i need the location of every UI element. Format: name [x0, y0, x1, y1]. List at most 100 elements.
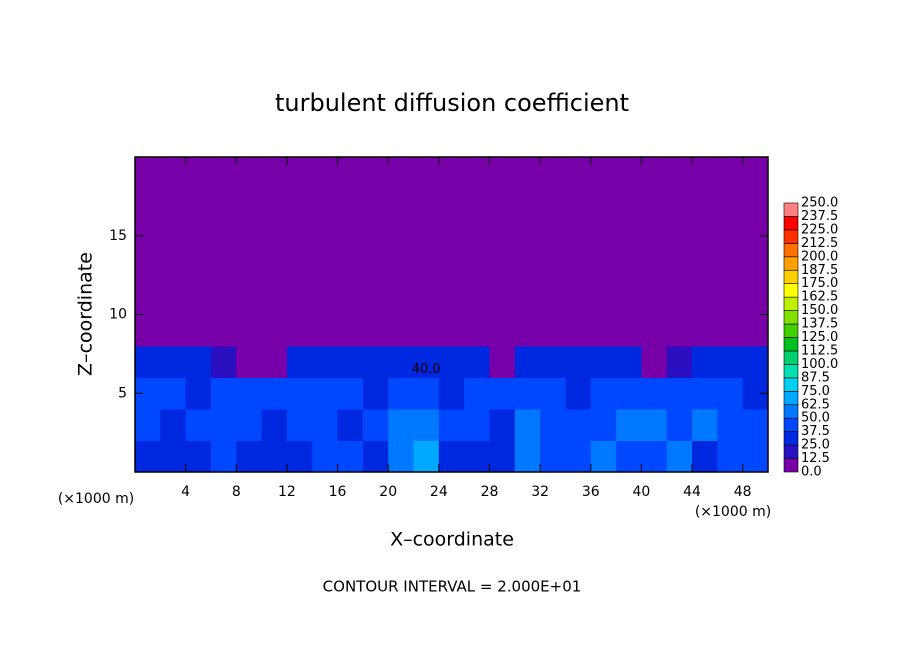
field-cell	[236, 220, 263, 252]
field-cell	[236, 440, 263, 473]
field-cell	[135, 314, 161, 347]
field-cell	[185, 188, 212, 221]
field-cell	[210, 157, 237, 189]
field-cell	[388, 157, 415, 189]
field-cell	[312, 440, 339, 473]
colorbar-band	[783, 243, 799, 258]
field-cell	[540, 283, 566, 315]
field-cell	[540, 409, 566, 441]
field-cell	[337, 314, 364, 347]
field-cell	[616, 346, 642, 378]
field-cell	[388, 377, 415, 410]
y-tick-label: 10	[109, 307, 127, 323]
field-cell	[717, 346, 744, 378]
field-cell	[641, 283, 668, 315]
field-cell	[160, 314, 187, 347]
field-cell	[185, 220, 212, 252]
field-cell	[438, 283, 465, 315]
field-cell	[464, 188, 490, 221]
field-cell	[616, 377, 642, 410]
colorbar-label: 50.0	[801, 411, 830, 426]
field-cell	[312, 251, 339, 284]
colorbar-label: 237.5	[801, 209, 838, 224]
field-cell	[717, 440, 744, 473]
field-cell	[312, 409, 339, 441]
field-cell	[717, 157, 744, 189]
field-cell	[337, 157, 364, 189]
field-cell	[641, 157, 668, 189]
field-cell	[362, 188, 389, 221]
colorbar-label: 75.0	[801, 384, 830, 399]
colorbar-label: 175.0	[801, 276, 838, 291]
field-cell	[210, 251, 237, 284]
y-axis-label: Z–coordinate	[75, 252, 97, 376]
field-cell	[312, 283, 339, 315]
field-cell	[362, 283, 389, 315]
chart-title: turbulent diffusion coefficient	[275, 89, 629, 117]
field-cell	[337, 188, 364, 221]
colorbar-band	[783, 417, 799, 432]
field-cell	[135, 283, 161, 315]
field-cell	[413, 314, 440, 347]
field-cell	[236, 251, 263, 284]
x-axis-label: X–coordinate	[390, 529, 514, 551]
colorbar-band	[783, 269, 799, 284]
field-cell	[489, 346, 516, 378]
x-tick-label: 24	[430, 484, 448, 500]
field-cell	[565, 377, 592, 410]
field-cell	[565, 283, 592, 315]
field-cell	[540, 377, 566, 410]
field-cell	[413, 283, 440, 315]
field-cell	[616, 409, 642, 441]
field-cell	[464, 157, 490, 189]
field-cell	[362, 251, 389, 284]
field-cell	[616, 283, 642, 315]
field-cell	[489, 188, 516, 221]
field-cell	[210, 220, 237, 252]
field-cell	[464, 377, 490, 410]
field-cell	[236, 314, 263, 347]
field-cell	[362, 409, 389, 441]
field-cell	[464, 409, 490, 441]
field-cell	[413, 251, 440, 284]
x-tick-label: 48	[734, 484, 752, 500]
field-cell	[286, 377, 313, 410]
field-cell	[514, 346, 541, 378]
field-cell	[286, 409, 313, 441]
field-cell	[388, 409, 415, 441]
field-cell	[489, 283, 516, 315]
field-cell	[742, 346, 769, 378]
field-cell	[565, 220, 592, 252]
colorbar-label: 250.0	[801, 196, 838, 211]
field-cell	[641, 251, 668, 284]
x-tick-label: 16	[329, 484, 347, 500]
field-cell	[185, 157, 212, 189]
field-cell	[438, 188, 465, 221]
field-cell	[413, 188, 440, 221]
field-cell	[590, 251, 617, 284]
field-cell	[464, 314, 490, 347]
field-cell	[540, 440, 566, 473]
colorbar-label: 87.5	[801, 370, 830, 385]
field-cell	[742, 188, 769, 221]
field-cell	[312, 157, 339, 189]
field-cell	[666, 157, 693, 189]
field-cell	[337, 346, 364, 378]
field-cell	[362, 440, 389, 473]
field-cell	[666, 409, 693, 441]
field-cell	[438, 251, 465, 284]
field-cell	[185, 346, 212, 378]
footer: CONTOUR INTERVAL = 2.000E+01	[323, 578, 582, 596]
field-cell	[388, 220, 415, 252]
field-cell	[135, 409, 161, 441]
colorbar-band	[783, 216, 799, 231]
field-cell	[286, 283, 313, 315]
colorbar-label: 225.0	[801, 222, 838, 237]
colorbar-label: 25.0	[801, 438, 830, 453]
field-cell	[641, 220, 668, 252]
field-cell	[540, 188, 566, 221]
field-cell	[210, 314, 237, 347]
field-cell	[312, 314, 339, 347]
colorbar-label: 37.5	[801, 424, 830, 439]
colorbar-band	[783, 283, 799, 298]
